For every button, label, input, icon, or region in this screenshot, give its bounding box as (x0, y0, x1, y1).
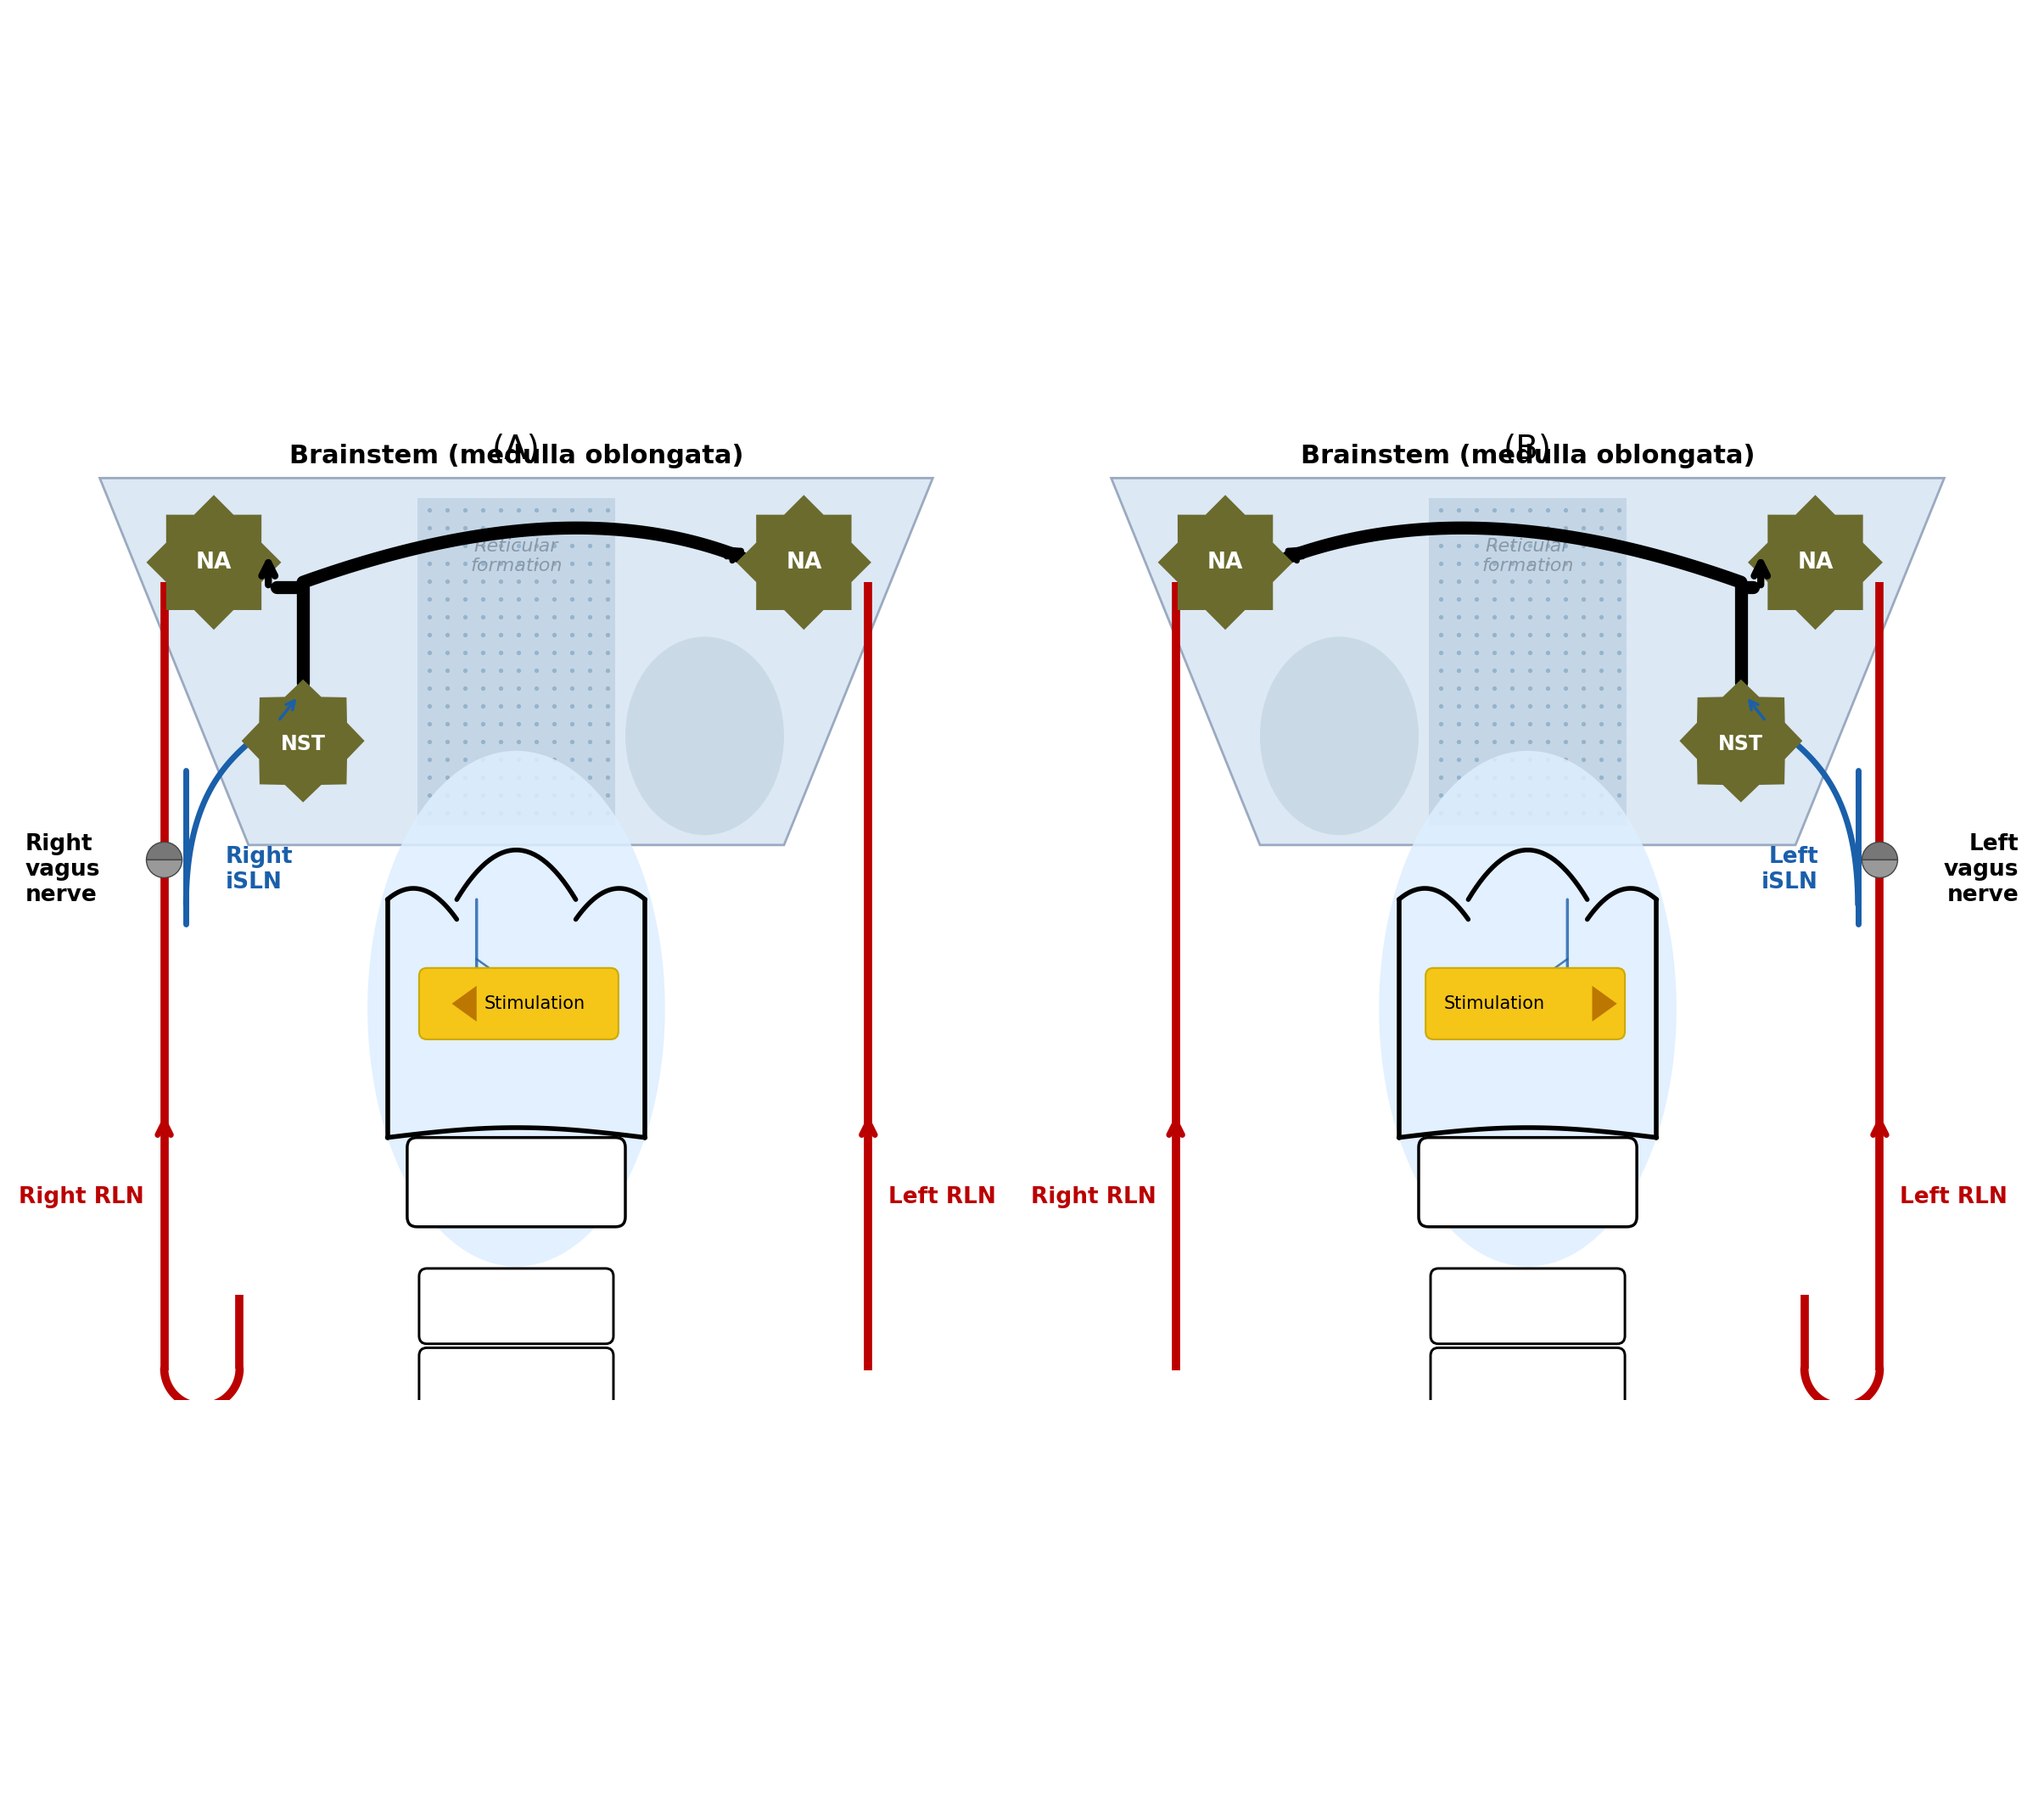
Polygon shape (1592, 986, 1617, 1022)
Text: NA: NA (1797, 552, 1833, 573)
Text: Right
iSLN: Right iSLN (225, 847, 292, 894)
Polygon shape (452, 986, 476, 1022)
FancyBboxPatch shape (419, 1268, 613, 1344)
FancyBboxPatch shape (1425, 968, 1625, 1040)
Text: Left RLN: Left RLN (889, 1187, 995, 1208)
FancyBboxPatch shape (407, 1138, 625, 1227)
Ellipse shape (625, 637, 785, 836)
Text: Reticular
formation: Reticular formation (1482, 537, 1574, 573)
Text: NST: NST (280, 734, 325, 754)
Ellipse shape (1259, 637, 1419, 836)
Bar (417, 497, 615, 825)
Wedge shape (147, 859, 182, 877)
FancyBboxPatch shape (1431, 1268, 1625, 1344)
Polygon shape (1680, 680, 1803, 803)
Text: Left
iSLN: Left iSLN (1762, 847, 1819, 894)
Polygon shape (1112, 478, 1944, 845)
Text: Right RLN: Right RLN (18, 1187, 145, 1208)
FancyBboxPatch shape (419, 1427, 613, 1503)
Polygon shape (100, 478, 932, 845)
Text: Reticular
formation: Reticular formation (470, 537, 562, 573)
Text: Left RLN: Left RLN (1899, 1187, 2007, 1208)
FancyBboxPatch shape (419, 1507, 613, 1581)
Text: Stimulation: Stimulation (484, 995, 585, 1013)
FancyBboxPatch shape (1431, 1427, 1625, 1503)
Ellipse shape (1380, 751, 1676, 1266)
FancyBboxPatch shape (419, 1348, 613, 1424)
Text: NA: NA (1208, 552, 1243, 573)
Text: NST: NST (1719, 734, 1764, 754)
Text: Left
vagus
nerve: Left vagus nerve (1944, 834, 2019, 906)
Text: Brainstem (medulla oblongata): Brainstem (medulla oblongata) (1300, 443, 1756, 469)
Polygon shape (1157, 496, 1292, 630)
Polygon shape (241, 680, 364, 803)
Wedge shape (1862, 841, 1897, 859)
FancyBboxPatch shape (1431, 1507, 1625, 1581)
Wedge shape (1862, 859, 1897, 877)
FancyBboxPatch shape (1431, 1348, 1625, 1424)
Polygon shape (1748, 496, 1883, 630)
Text: Right
vagus
nerve: Right vagus nerve (25, 834, 100, 906)
Polygon shape (147, 496, 282, 630)
Text: Right RLN: Right RLN (1030, 1187, 1155, 1208)
FancyBboxPatch shape (419, 968, 619, 1040)
Text: NA: NA (196, 552, 231, 573)
Bar (1429, 497, 1627, 825)
Polygon shape (736, 496, 871, 630)
Text: (B): (B) (1504, 434, 1551, 465)
Text: NA: NA (785, 552, 822, 573)
Wedge shape (147, 841, 182, 859)
Text: Stimulation: Stimulation (1443, 995, 1545, 1013)
FancyBboxPatch shape (1419, 1138, 1637, 1227)
Text: (A): (A) (493, 434, 540, 465)
Text: Brainstem (medulla oblongata): Brainstem (medulla oblongata) (288, 443, 744, 469)
Ellipse shape (368, 751, 664, 1266)
